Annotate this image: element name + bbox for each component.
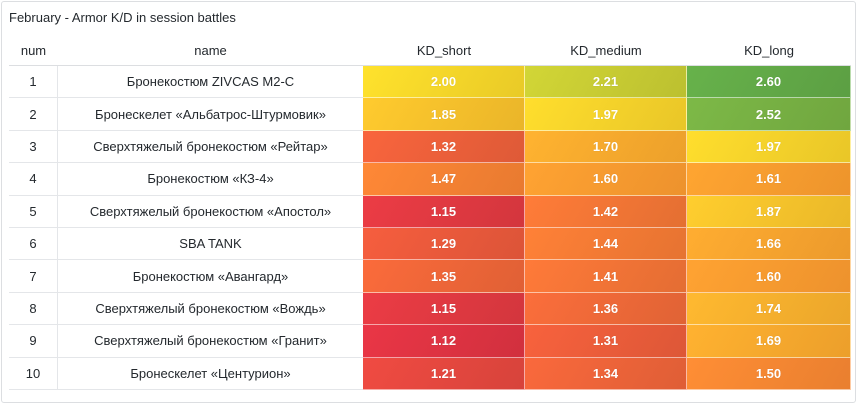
num-cell: 10 [9,357,58,390]
table-row: 10 Бронескелет «Центурион» 1.21 1.34 1.50 [9,357,851,390]
num-cell: 3 [9,130,58,164]
table-row: 8 Сверхтяжелый бронекостюм «Вождь» 1.15 1.3… [9,292,851,326]
num-cell: 8 [9,292,58,326]
name-cell: Бронекостюм ZIVCAS M2-C [58,66,363,99]
table-row: 7 Бронекостюм «Авангард» 1.35 1.41 1.60 [9,260,851,293]
kd-short-cell: 1.15 [363,292,525,326]
kd-medium-cell: 1.70 [525,130,687,164]
num-cell: 6 [9,227,58,261]
name-cell: Сверхтяжелый бронекостюм «Апостол» [58,196,363,228]
table-row: 2 Бронескелет «Альбатрос-Штурмовик» 1.85 1.… [9,98,851,131]
name-cell: Сверхтяжелый бронекостюм «Гранит» [58,325,363,358]
name-cell: Бронескелет «Центурион» [58,358,363,390]
kd-short-cell: 1.12 [363,325,525,358]
kd-short-cell: 1.15 [363,195,525,228]
table-row: 4 Бронекостюм «КЗ-4» 1.47 1.60 1.61 [9,163,851,196]
num-cell: 1 [9,66,58,99]
num-cell: 2 [9,98,58,131]
kd-long-cell: 1.61 [687,163,851,196]
name-cell: Бронескелет «Альбатрос-Штурмовик» [58,98,363,131]
kd-long-cell: 1.60 [687,260,851,293]
kd-long-cell: 1.66 [687,227,851,261]
kd-long-cell: 2.60 [687,66,851,99]
kd-long-cell: 1.50 [687,357,851,390]
kd-long-cell: 2.52 [687,98,851,131]
kd-short-cell: 1.35 [363,260,525,293]
column-header-name[interactable]: name [58,36,363,66]
kd-medium-cell: 1.31 [525,325,687,358]
kd-long-cell: 1.74 [687,292,851,326]
kd-long-cell: 1.97 [687,130,851,164]
kd-medium-cell: 1.97 [525,98,687,131]
table-row: 9 Сверхтяжелый бронекостюм «Гранит» 1.12 1.… [9,325,851,358]
num-cell: 7 [9,260,58,293]
kd-medium-cell: 1.60 [525,163,687,196]
table-row: 1 Бронекостюм ZIVCAS M2-C 2.00 2.21 2.60 [9,66,851,99]
column-header-kd-medium[interactable]: KD_medium [525,36,687,66]
name-cell: Бронекостюм «Авангард» [58,260,363,293]
table-body: 1 Бронекостюм ZIVCAS M2-C 2.00 2.21 2.60 2 Бро… [9,66,851,390]
kd-medium-cell: 1.42 [525,195,687,228]
kd-medium-cell: 1.41 [525,260,687,293]
num-cell: 5 [9,195,58,228]
kd-long-cell: 1.87 [687,195,851,228]
panel-title: February - Armor K/D in session battles [9,10,236,25]
table-row: 5 Сверхтяжелый бронекостюм «Апостол» 1.15 1… [9,195,851,228]
kd-short-cell: 1.85 [363,98,525,131]
table-row: 6 SBA TANK 1.29 1.44 1.66 [9,227,851,261]
kd-short-cell: 1.29 [363,227,525,261]
kd-short-cell: 1.32 [363,130,525,164]
name-cell: Бронекостюм «КЗ-4» [58,163,363,196]
num-cell: 9 [9,325,58,358]
table-header-row: num name KD_short KD_medium KD_long [9,36,851,66]
column-header-kd-short[interactable]: KD_short [363,36,525,66]
kd-short-cell: 1.47 [363,163,525,196]
num-cell: 4 [9,163,58,196]
kd-short-cell: 2.00 [363,66,525,99]
kd-table: num name KD_short KD_medium KD_long 1 Бро… [9,36,851,390]
column-header-kd-long[interactable]: KD_long [687,36,851,66]
kd-medium-cell: 2.21 [525,66,687,99]
kd-long-cell: 1.69 [687,325,851,358]
name-cell: Сверхтяжелый бронекостюм «Рейтар» [58,131,363,164]
kd-medium-cell: 1.34 [525,357,687,390]
name-cell: Сверхтяжелый бронекостюм «Вождь» [58,293,363,326]
kd-short-cell: 1.21 [363,357,525,390]
name-cell: SBA TANK [58,228,363,261]
kd-medium-cell: 1.44 [525,227,687,261]
column-header-num[interactable]: num [9,36,58,66]
kd-medium-cell: 1.36 [525,292,687,326]
table-row: 3 Сверхтяжелый бронекостюм «Рейтар» 1.32 1.… [9,130,851,164]
